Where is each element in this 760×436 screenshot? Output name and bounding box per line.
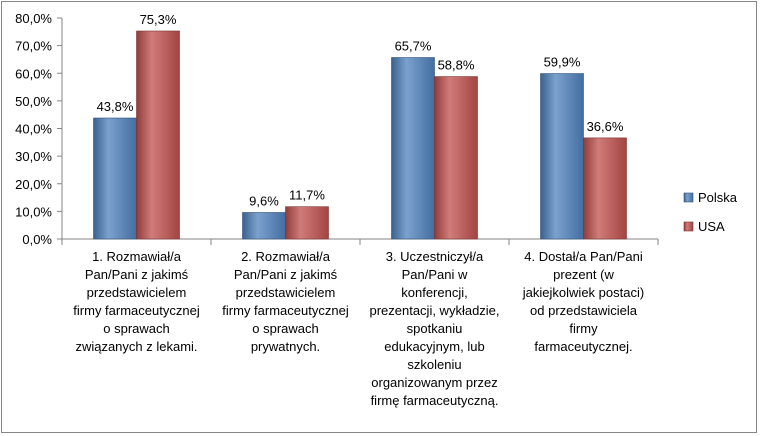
data-label: 9,6% <box>249 193 279 208</box>
bar-usa-4 <box>583 137 627 240</box>
bar-polska-2 <box>242 212 286 240</box>
x-tick-label: 1. Rozmawiał/a Pan/Pani z jakimś przedstaw… <box>73 249 200 354</box>
bar-polska-1 <box>93 117 137 240</box>
x-tick-label: 3. Uczestniczył/a Pan/Pani w konferencji, p… <box>369 249 499 408</box>
y-tick-label: 60,0% <box>15 66 52 81</box>
legend-swatch-polska <box>683 192 694 203</box>
bar-usa-3 <box>434 76 478 240</box>
y-tick-label: 10,0% <box>15 204 52 219</box>
y-tick-label: 80,0% <box>15 11 52 26</box>
label-layer: 43,8% 9,6% 65,7% 59,9% 75,3% 11,7% 58,8% 36,6% <box>97 12 624 208</box>
legend-label-usa: USA <box>698 219 725 234</box>
bar-usa-2 <box>285 206 329 240</box>
x-tick-label: 4. Dostał/a Pan/Pani prezent (w jakiejkolw… <box>522 249 644 354</box>
data-label: 43,8% <box>97 99 134 114</box>
data-label: 59,9% <box>544 55 581 70</box>
y-tick-label: 70,0% <box>15 39 52 54</box>
bar-layer <box>93 30 627 240</box>
y-tick-label: 40,0% <box>15 122 52 137</box>
bar-polska-4 <box>540 73 584 240</box>
data-label: 65,7% <box>395 39 432 54</box>
data-label: 11,7% <box>289 188 325 203</box>
y-tick-label: 50,0% <box>15 94 52 109</box>
x-tick-label: 2. Rozmawiał/a Pan/Pani z jakimś przedstaw… <box>222 249 349 354</box>
data-label: 75,3% <box>140 12 177 27</box>
data-label: 36,6% <box>587 119 624 134</box>
bar-polska-3 <box>391 57 435 240</box>
axis-layer: 0,0% 10,0% 20,0% 30,0% 40,0% 50,0% 60,0% 70,0% 8… <box>15 11 659 408</box>
legend-label-polska: Polska <box>698 190 738 205</box>
legend-swatch-usa <box>683 221 694 232</box>
data-label: 58,8% <box>438 58 475 73</box>
y-tick-label: 30,0% <box>15 149 52 164</box>
legend: Polska USA <box>683 190 738 234</box>
y-tick-label: 0,0% <box>22 232 52 247</box>
y-tick-label: 20,0% <box>15 177 52 192</box>
bar-usa-1 <box>136 30 180 240</box>
